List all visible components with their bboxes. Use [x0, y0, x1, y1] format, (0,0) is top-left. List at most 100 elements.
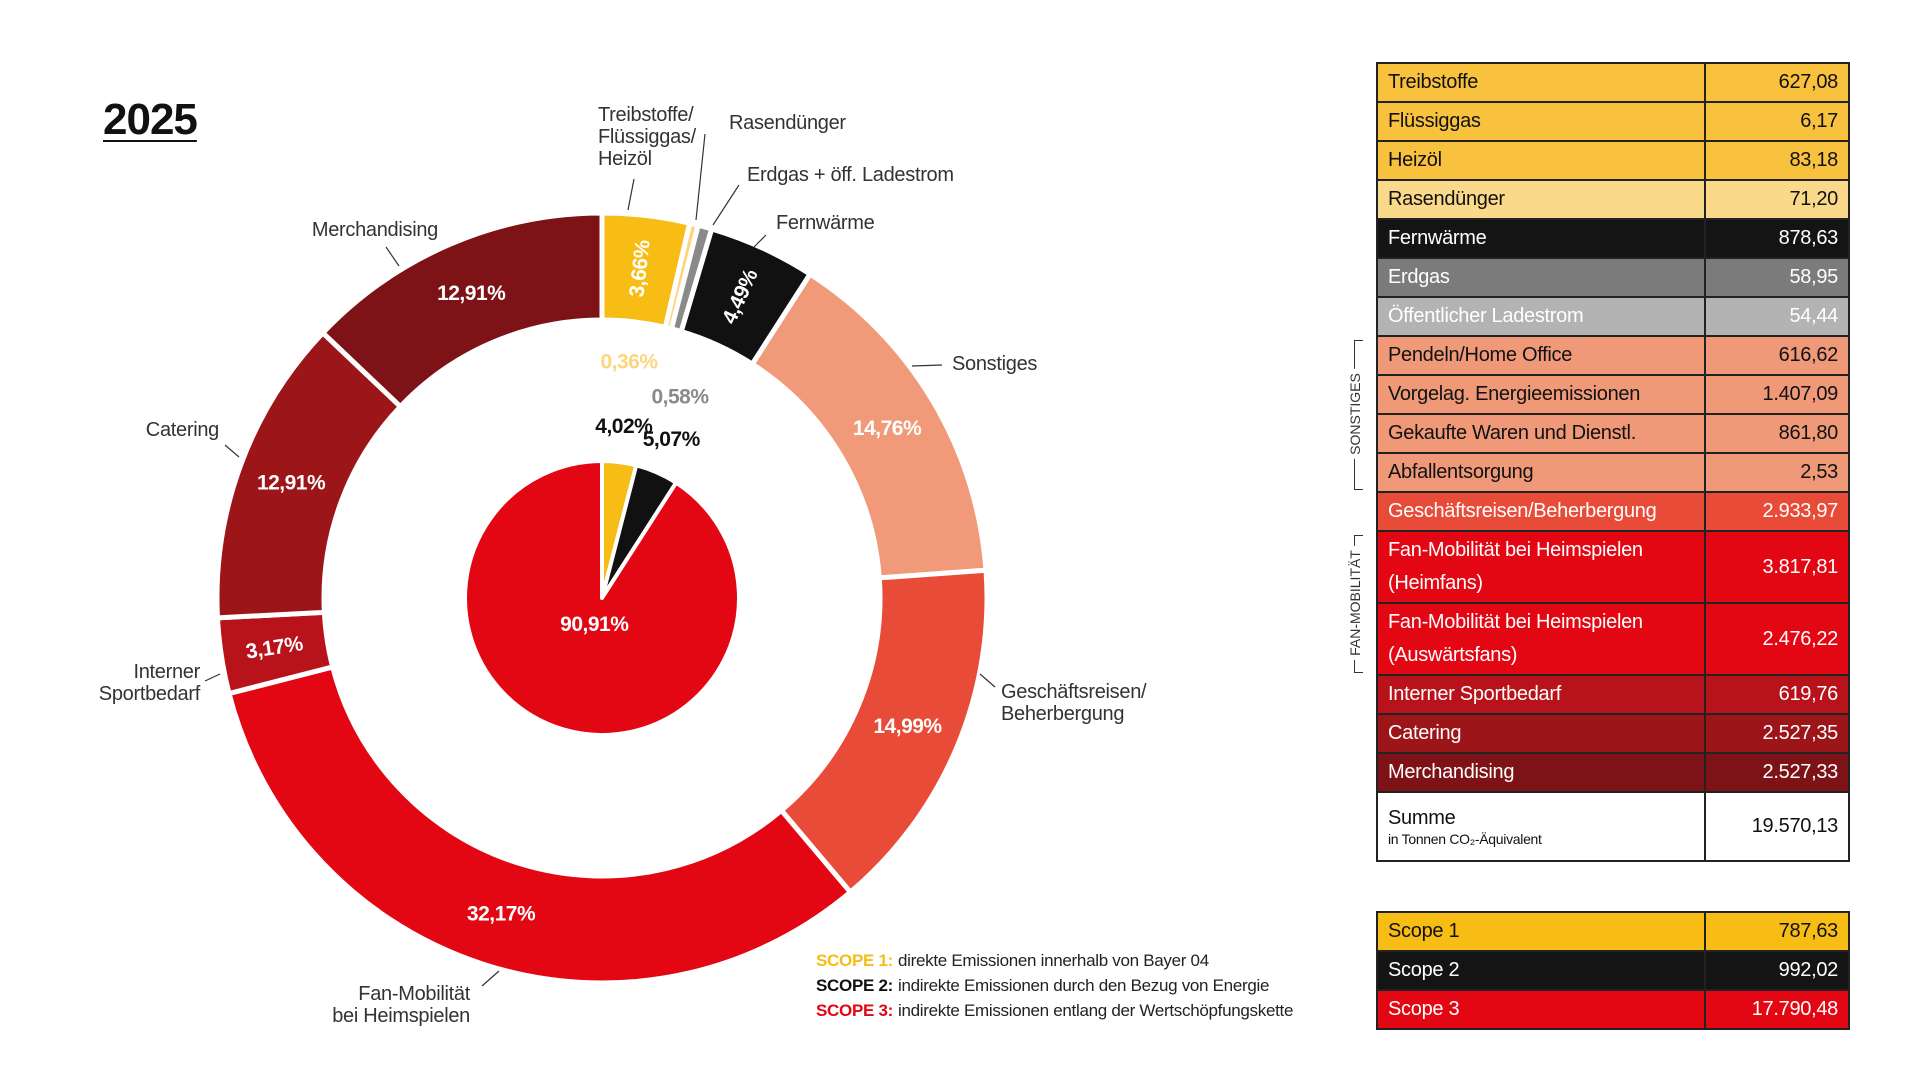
row-value: 58,95 [1704, 257, 1850, 298]
legend-item: SCOPE 2: indirekte Emissionen durch den B… [816, 976, 1269, 996]
category-label: Rasendünger [729, 112, 846, 134]
row-value: 2.933,97 [1704, 491, 1850, 532]
value-label: 14,99% [873, 715, 942, 738]
scope-label: Scope 2 [1376, 950, 1706, 991]
row-label: Catering [1376, 713, 1706, 754]
table-row: Heizöl 83,18 [1376, 140, 1850, 181]
category-label: Fernwärme [776, 212, 875, 234]
leader-line [204, 673, 221, 682]
row-value: 616,62 [1704, 335, 1850, 376]
leader-line [481, 970, 500, 987]
table-row: Catering 2.527,35 [1376, 713, 1850, 754]
table-row: Öffentlicher Ladestrom 54,44 [1376, 296, 1850, 337]
emissions-table: Treibstoffe 627,08 Flüssiggas 6,17 Heizöl 83,… [1376, 62, 1850, 862]
scope-row: Scope 3 17.790,48 [1376, 989, 1850, 1030]
table-row: Abfallentsorgung 2,53 [1376, 452, 1850, 493]
leader-line [712, 184, 740, 226]
legend-scope: SCOPE 3: [816, 1001, 893, 1020]
table-row: Rasendünger 71,20 [1376, 179, 1850, 220]
legend-text: indirekte Emissionen entlang der Wertsch… [897, 1001, 1294, 1020]
pie-slice [463, 459, 741, 737]
leader-line [753, 234, 767, 248]
value-label: 12,91% [257, 472, 326, 495]
table-row: Geschäftsreisen/Beherbergung 2.933,97 [1376, 491, 1850, 532]
donut-slice [225, 663, 854, 986]
value-label: 14,76% [853, 417, 922, 440]
table-row: Fernwärme 878,63 [1376, 218, 1850, 259]
table-row: Erdgas 58,95 [1376, 257, 1850, 298]
row-value: 1.407,09 [1704, 374, 1850, 415]
legend-scope: SCOPE 2: [816, 976, 893, 995]
row-label: Heizöl [1376, 140, 1706, 181]
total-label: Summe [1388, 806, 1456, 829]
category-label: Geschäftsreisen/ Beherbergung [1001, 681, 1147, 725]
row-label: Rasendünger [1376, 179, 1706, 220]
category-label: Erdgas + öff. Ladestrom [747, 164, 954, 186]
group-label: SONSTIGES [1347, 369, 1363, 459]
row-value: 2,53 [1704, 452, 1850, 493]
row-value: 878,63 [1704, 218, 1850, 259]
total-unit: in Tonnen CO₂-Äquivalent [1388, 830, 1542, 847]
row-value: 2.476,22 [1704, 602, 1850, 676]
row-value: 619,76 [1704, 674, 1850, 715]
row-value: 83,18 [1704, 140, 1850, 181]
legend-text: direkte Emissionen innerhalb von Bayer 0… [897, 951, 1209, 970]
scope-row: Scope 2 992,02 [1376, 950, 1850, 991]
row-value: 861,80 [1704, 413, 1850, 454]
row-label: Öffentlicher Ladestrom [1376, 296, 1706, 337]
scope-label: Scope 3 [1376, 989, 1706, 1030]
row-label: Merchandising [1376, 752, 1706, 793]
category-label: Treibstoffe/ Flüssiggas/ Heizöl [598, 104, 696, 170]
table-row: Fan-Mobilität bei Heimspielen (Auswärtsf… [1376, 602, 1850, 676]
row-value: 6,17 [1704, 101, 1850, 142]
scope-value: 992,02 [1704, 950, 1850, 991]
value-label: 90,91% [560, 613, 629, 636]
table-row: Treibstoffe 627,08 [1376, 62, 1850, 103]
value-label: 5,07% [643, 428, 701, 451]
legend-scope: SCOPE 1: [816, 951, 893, 970]
row-label: Abfallentsorgung [1376, 452, 1706, 493]
leader-line [627, 178, 635, 211]
legend-text: indirekte Emissionen durch den Bezug von… [897, 976, 1270, 995]
row-label: Flüssiggas [1376, 101, 1706, 142]
row-label: Erdgas [1376, 257, 1706, 298]
scope-value: 17.790,48 [1704, 989, 1850, 1030]
table-row: Flüssiggas 6,17 [1376, 101, 1850, 142]
legend-item: SCOPE 1: direkte Emissionen innerhalb von… [816, 951, 1209, 971]
total-row: Summe in Tonnen CO₂-Äquivalent 19.570,13 [1376, 791, 1850, 862]
leader-line [911, 364, 943, 367]
category-label: Interner Sportbedarf [98, 661, 201, 705]
row-value: 627,08 [1704, 62, 1850, 103]
value-label: 12,91% [437, 282, 506, 305]
category-label: Catering [145, 419, 220, 441]
row-label: Fan-Mobilität bei Heimspielen (Heimfans) [1376, 530, 1706, 604]
leader-line [385, 246, 400, 267]
row-value: 71,20 [1704, 179, 1850, 220]
row-label: Fernwärme [1376, 218, 1706, 259]
row-label: Interner Sportbedarf [1376, 674, 1706, 715]
total-label-cell: Summe in Tonnen CO₂-Äquivalent [1376, 791, 1706, 862]
chart-title: 2025 [103, 95, 198, 144]
leader-line [224, 444, 240, 458]
row-value: 2.527,35 [1704, 713, 1850, 754]
row-value: 54,44 [1704, 296, 1850, 337]
table-row: Vorgelag. Energieemissionen 1.407,09 [1376, 374, 1850, 415]
scope-label: Scope 1 [1376, 911, 1706, 952]
legend-item: SCOPE 3: indirekte Emissionen entlang der… [816, 1001, 1293, 1021]
donut-slice [319, 210, 605, 411]
table-row: Merchandising 2.527,33 [1376, 752, 1850, 793]
value-label: 4,02% [595, 415, 653, 438]
category-label: Merchandising [311, 219, 438, 241]
group-label: FAN-MOBILITÄT [1347, 546, 1363, 660]
scope-value: 787,63 [1704, 911, 1850, 952]
value-label: 0,58% [651, 386, 709, 409]
table-row: Pendeln/Home Office 616,62 [1376, 335, 1850, 376]
category-label: Sonstiges [952, 353, 1038, 375]
total-value: 19.570,13 [1704, 791, 1850, 862]
row-label: Geschäftsreisen/Beherbergung [1376, 491, 1706, 532]
category-label: Fan-Mobilität bei Heimspielen [332, 983, 470, 1027]
table-row: Fan-Mobilität bei Heimspielen (Heimfans)… [1376, 530, 1850, 604]
leader-line [979, 673, 996, 688]
